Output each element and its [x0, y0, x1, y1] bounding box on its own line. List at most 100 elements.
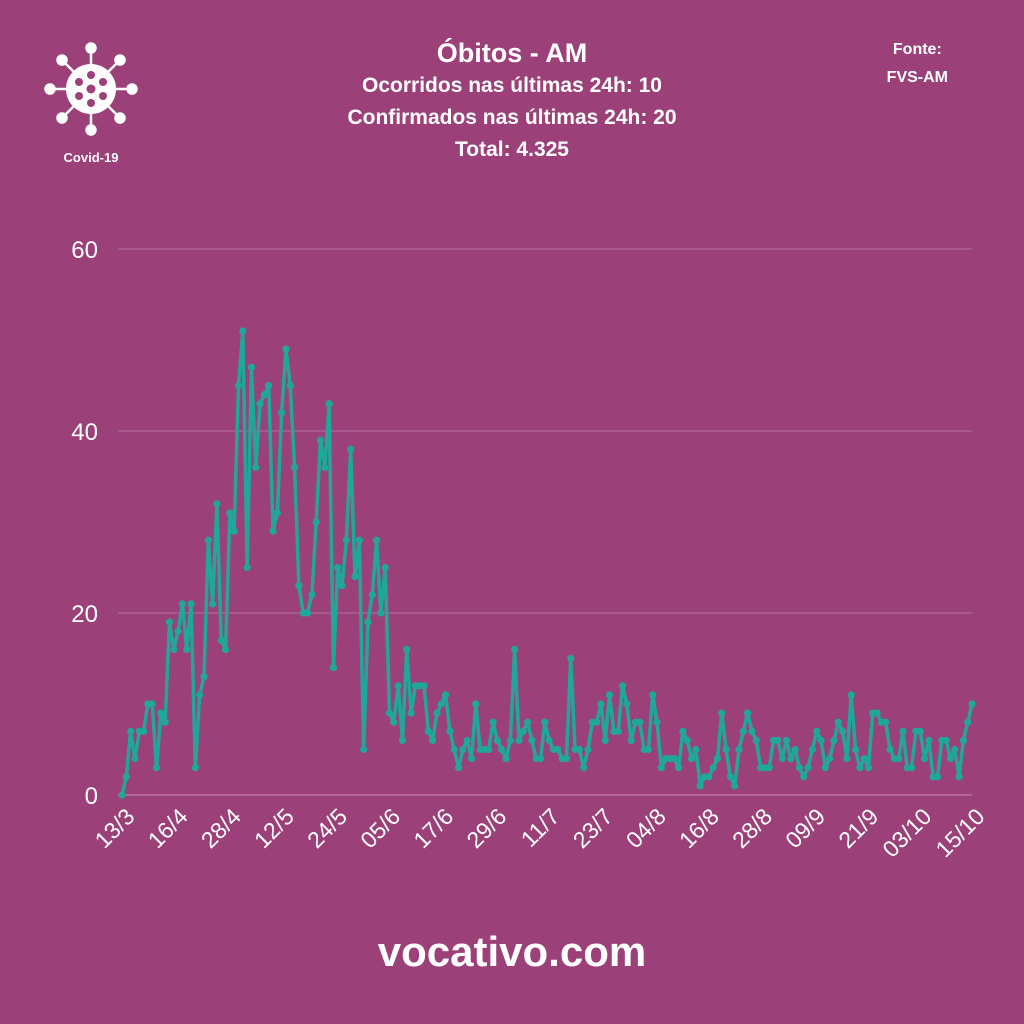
- data-point: [946, 755, 955, 763]
- data-point: [191, 764, 199, 772]
- data-point: [260, 391, 268, 399]
- data-point: [623, 700, 631, 708]
- data-point: [226, 509, 234, 517]
- x-tick-label: 04/8: [621, 803, 671, 853]
- data-point: [390, 718, 398, 726]
- data-point: [705, 773, 713, 781]
- data-point: [627, 736, 635, 745]
- data-point: [817, 736, 825, 745]
- data-point: [200, 673, 208, 681]
- data-point: [403, 645, 411, 654]
- x-tick-label: 11/7: [516, 803, 565, 852]
- data-point: [951, 745, 959, 754]
- data-point: [493, 736, 501, 745]
- x-tick-label: 21/9: [833, 803, 883, 853]
- data-point: [442, 691, 450, 699]
- data-point: [955, 773, 963, 781]
- chart-header: Óbitos - AM Ocorridos nas últimas 24h: 1…: [212, 36, 812, 166]
- data-point: [575, 745, 583, 754]
- data-point: [342, 536, 350, 544]
- data-point: [580, 764, 588, 772]
- data-point: [165, 618, 174, 626]
- data-point: [321, 463, 329, 471]
- deaths-total: Total: 4.325: [455, 138, 569, 161]
- source: Fonte: FVS-AM: [887, 36, 948, 92]
- data-point: [170, 645, 178, 654]
- data-point: [920, 755, 929, 763]
- data-point: [597, 700, 605, 708]
- data-point: [338, 582, 346, 590]
- data-point: [221, 645, 230, 654]
- y-tick-label: 60: [71, 237, 98, 264]
- data-point: [834, 718, 842, 726]
- data-point: [593, 718, 601, 726]
- data-point: [437, 700, 445, 708]
- data-point: [295, 582, 303, 590]
- data-point: [562, 755, 571, 763]
- y-tick-label: 20: [71, 601, 98, 628]
- logo-label: Covid-19: [63, 150, 119, 165]
- data-point: [472, 700, 480, 708]
- x-tick-label: 17/6: [408, 803, 458, 853]
- data-point: [161, 718, 169, 726]
- data-point: [748, 727, 756, 735]
- data-point: [381, 563, 389, 572]
- data-point: [605, 691, 614, 699]
- data-point: [541, 718, 549, 726]
- data-point: [692, 745, 700, 754]
- data-point: [312, 518, 320, 526]
- virus-icon: [44, 42, 138, 136]
- data-point: [515, 736, 523, 745]
- data-point: [485, 745, 493, 754]
- data-point: [925, 736, 933, 745]
- data-point: [804, 764, 812, 772]
- data-point: [273, 509, 281, 517]
- data-point: [329, 664, 338, 672]
- data-point: [601, 736, 609, 745]
- data-point: [385, 709, 394, 717]
- data-point: [407, 709, 415, 717]
- data-point: [131, 755, 139, 763]
- data-point: [269, 527, 277, 535]
- data-point: [230, 527, 238, 535]
- data-point: [826, 755, 834, 763]
- covid-logo: Covid-19: [44, 42, 138, 165]
- data-point: [696, 782, 704, 790]
- data-point: [433, 709, 441, 717]
- data-point: [234, 381, 243, 390]
- x-tick-label: 24/5: [302, 803, 352, 853]
- x-tick-label: 16/8: [674, 803, 724, 853]
- data-point: [247, 363, 256, 371]
- data-point: [351, 573, 359, 581]
- data-point: [243, 563, 251, 572]
- data-point: [851, 745, 860, 754]
- x-tick-label: 16/4: [143, 803, 193, 853]
- data-point: [657, 764, 665, 772]
- data-point: [334, 563, 342, 572]
- deaths-24h-occurred: Ocorridos nas últimas 24h: 10: [362, 74, 662, 97]
- data-point: [856, 764, 864, 772]
- data-point: [653, 718, 661, 726]
- data-point: [942, 736, 950, 745]
- data-point: [316, 436, 325, 444]
- data-point: [360, 745, 368, 754]
- data-point: [675, 764, 683, 772]
- data-point: [429, 736, 437, 745]
- data-point: [618, 682, 627, 690]
- deaths-24h-confirmed: Confirmados nas últimas 24h: 20: [347, 106, 677, 129]
- x-tick-label: 28/4: [196, 803, 246, 853]
- data-point: [670, 755, 678, 763]
- data-point: [183, 645, 191, 654]
- data-point: [118, 791, 126, 799]
- data-point: [722, 745, 730, 754]
- data-point: [847, 691, 855, 699]
- data-point: [808, 745, 816, 754]
- data-point: [813, 727, 821, 735]
- data-point: [394, 682, 402, 690]
- data-point: [933, 773, 942, 781]
- data-point: [398, 736, 407, 745]
- data-point: [864, 764, 873, 772]
- data-point: [709, 764, 717, 772]
- data-point: [899, 727, 907, 735]
